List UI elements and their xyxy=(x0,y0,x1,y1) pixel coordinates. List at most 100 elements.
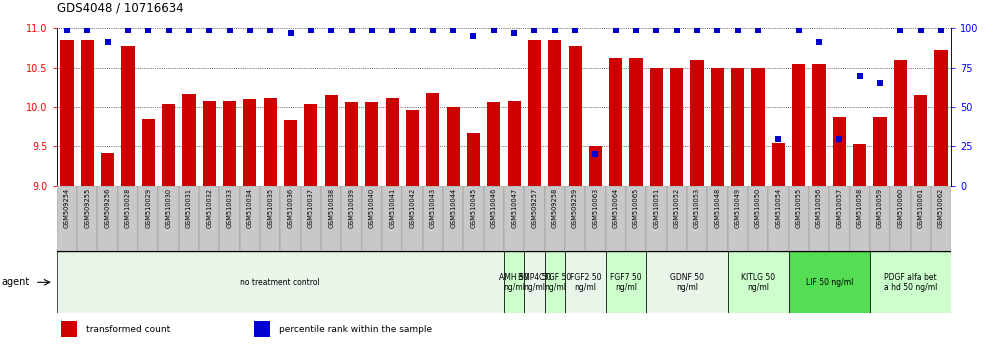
Point xyxy=(668,27,684,33)
Bar xyxy=(301,186,321,251)
Bar xyxy=(254,321,270,337)
Text: GSM510053: GSM510053 xyxy=(694,188,700,228)
Point xyxy=(425,27,441,33)
Point xyxy=(181,27,197,33)
Bar xyxy=(484,186,504,251)
Bar xyxy=(202,101,216,186)
Bar xyxy=(606,186,625,251)
Text: GSM510063: GSM510063 xyxy=(593,188,599,228)
Bar xyxy=(122,46,134,186)
Bar xyxy=(751,68,765,186)
Bar xyxy=(873,117,886,186)
Text: GSM510049: GSM510049 xyxy=(735,188,741,228)
Point xyxy=(364,27,379,33)
Text: GSM510035: GSM510035 xyxy=(267,188,273,228)
Bar xyxy=(524,186,545,251)
Bar xyxy=(366,102,378,186)
Point xyxy=(221,27,237,33)
Text: GSM510046: GSM510046 xyxy=(491,188,497,228)
Bar xyxy=(934,50,947,186)
Point xyxy=(506,30,522,36)
Text: GSM510036: GSM510036 xyxy=(288,188,294,228)
Point xyxy=(912,27,928,33)
Text: GSM510034: GSM510034 xyxy=(247,188,253,228)
Text: GSM510059: GSM510059 xyxy=(877,188,883,228)
Point xyxy=(262,27,278,33)
Bar xyxy=(406,110,419,186)
Text: GSM509255: GSM509255 xyxy=(85,188,91,228)
Point xyxy=(344,27,360,33)
Point xyxy=(445,27,461,33)
Bar xyxy=(382,186,402,251)
Text: GSM509259: GSM509259 xyxy=(572,188,578,228)
Point xyxy=(689,27,705,33)
Bar xyxy=(687,186,707,251)
Bar xyxy=(606,251,646,313)
Point xyxy=(201,27,217,33)
Point xyxy=(404,27,420,33)
Bar xyxy=(854,144,867,186)
Bar xyxy=(345,102,359,186)
Point xyxy=(100,40,116,45)
Bar xyxy=(833,117,846,186)
Point xyxy=(852,73,868,78)
Bar xyxy=(545,186,565,251)
Bar xyxy=(240,186,260,251)
Bar xyxy=(182,94,195,186)
Text: GSM510038: GSM510038 xyxy=(329,188,335,228)
Bar xyxy=(402,186,422,251)
Text: BMP4 50
ng/ml: BMP4 50 ng/ml xyxy=(518,273,551,292)
Bar xyxy=(281,186,301,251)
Bar xyxy=(629,58,642,186)
Text: GSM509256: GSM509256 xyxy=(105,188,111,228)
Text: GSM510055: GSM510055 xyxy=(796,188,802,228)
Bar xyxy=(57,186,77,251)
Point xyxy=(872,81,888,86)
Bar xyxy=(101,153,115,186)
Bar xyxy=(264,98,277,186)
Text: KITLG 50
ng/ml: KITLG 50 ng/ml xyxy=(741,273,775,292)
Bar xyxy=(223,101,236,186)
Bar xyxy=(792,64,806,186)
Bar xyxy=(446,107,460,186)
Bar xyxy=(508,101,521,186)
Text: GSM510032: GSM510032 xyxy=(206,188,212,228)
Bar xyxy=(731,68,744,186)
Text: GSM510056: GSM510056 xyxy=(816,188,822,228)
Bar xyxy=(931,186,951,251)
Bar xyxy=(98,186,118,251)
Point xyxy=(608,27,623,33)
Text: GSM510047: GSM510047 xyxy=(511,188,517,228)
Bar xyxy=(443,186,463,251)
Bar xyxy=(304,104,318,186)
Bar xyxy=(219,186,240,251)
Bar xyxy=(586,186,606,251)
Text: no treatment control: no treatment control xyxy=(240,278,321,287)
Text: FGF2 50
ng/ml: FGF2 50 ng/ml xyxy=(570,273,601,292)
Bar xyxy=(178,186,199,251)
Text: GSM510060: GSM510060 xyxy=(897,188,903,228)
Bar xyxy=(610,58,622,186)
Text: GSM509258: GSM509258 xyxy=(552,188,558,228)
Point xyxy=(242,27,258,33)
Bar xyxy=(504,251,524,313)
Point xyxy=(547,27,563,33)
Point xyxy=(811,40,827,45)
Text: GSM510028: GSM510028 xyxy=(124,188,130,228)
Bar xyxy=(362,186,382,251)
Bar xyxy=(77,186,98,251)
Bar xyxy=(141,119,154,186)
Bar xyxy=(548,40,562,186)
Bar xyxy=(789,186,809,251)
Bar xyxy=(813,64,826,186)
Bar xyxy=(385,98,398,186)
Text: GSM510054: GSM510054 xyxy=(776,188,782,228)
Bar xyxy=(426,93,439,186)
Point xyxy=(771,136,787,141)
Bar xyxy=(162,104,175,186)
Bar xyxy=(545,251,565,313)
Bar xyxy=(524,251,545,313)
Text: GSM510058: GSM510058 xyxy=(857,188,863,228)
Text: GSM510064: GSM510064 xyxy=(613,188,619,228)
Bar xyxy=(565,251,606,313)
